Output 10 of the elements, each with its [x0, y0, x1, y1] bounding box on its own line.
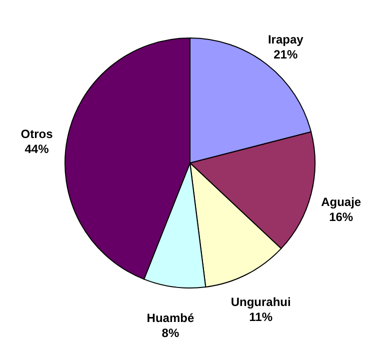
- slice-label: Irapay: [268, 32, 304, 47]
- data-label: 21%: [274, 48, 298, 62]
- slice-label: Ungurahui: [230, 294, 291, 309]
- data-label: 44%: [24, 142, 50, 156]
- data-label: 8%: [162, 326, 180, 340]
- slice-label: Huambé: [146, 310, 194, 325]
- data-label: 11%: [249, 310, 273, 324]
- slice-label: Otros: [20, 126, 54, 141]
- slice-label: Aguaje: [321, 194, 362, 209]
- data-label: 16%: [329, 210, 354, 224]
